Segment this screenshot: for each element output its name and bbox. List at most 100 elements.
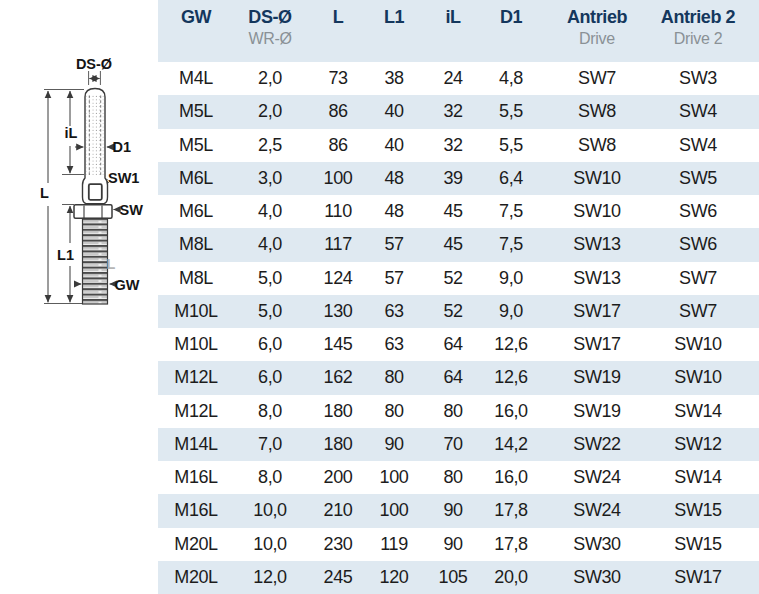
col-header-l: L — [306, 0, 370, 62]
col-header-sub: Drive — [534, 29, 660, 49]
table-row: M12L6,0162806412,6SW19SW10 — [158, 361, 759, 394]
table-cell-filler — [736, 428, 759, 461]
table-cell: 73 — [306, 62, 370, 95]
spec-table-body: M4L2,07338244,8SW7SW3M5L2,08640325,5SW8S… — [158, 62, 759, 594]
table-cell: 80 — [418, 461, 488, 494]
col-header-filler — [736, 0, 759, 62]
table-cell: 63 — [370, 295, 418, 328]
table-cell: 10,0 — [234, 528, 306, 561]
table-cell: SW19 — [534, 395, 660, 428]
table-cell: 52 — [418, 295, 488, 328]
table-cell-filler — [736, 262, 759, 295]
table-row: M20L12,024512010520,0SW30SW17 — [158, 561, 759, 594]
table-cell-filler — [736, 528, 759, 561]
table-row: M5L2,08640325,5SW8SW4 — [158, 95, 759, 128]
col-header-antrieb: Antrieb Drive — [534, 0, 660, 62]
spec-table-area: GW DS-Ø WR-Ø L L1 iL — [158, 0, 759, 594]
table-row: M8L4,011757457,5SW13SW6 — [158, 228, 759, 261]
table-row: M16L8,02001008016,0SW24SW14 — [158, 461, 759, 494]
table-cell: SW10 — [660, 361, 736, 394]
table-cell: 17,8 — [488, 528, 534, 561]
col-header-main: L — [306, 7, 370, 29]
table-cell: 6,0 — [234, 361, 306, 394]
table-cell: 64 — [418, 361, 488, 394]
table-cell: SW6 — [660, 228, 736, 261]
col-header-main: L1 — [370, 7, 418, 29]
table-cell: 105 — [418, 561, 488, 594]
table-cell: 8,0 — [234, 461, 306, 494]
table-cell: 17,8 — [488, 494, 534, 527]
table-cell: 124 — [306, 262, 370, 295]
diagram-label-sw: SW — [120, 202, 144, 218]
table-cell: SW6 — [660, 195, 736, 228]
table-row: M10L6,0145636412,6SW17SW10 — [158, 328, 759, 361]
table-cell: 119 — [370, 528, 418, 561]
table-cell: 100 — [370, 461, 418, 494]
table-cell: 7,5 — [488, 228, 534, 261]
table-cell: SW7 — [660, 295, 736, 328]
table-cell: 6,0 — [234, 328, 306, 361]
table-cell: 80 — [370, 361, 418, 394]
diagram-label-gw: GW — [115, 277, 140, 293]
table-cell: M6L — [158, 162, 234, 195]
table-cell: 90 — [370, 428, 418, 461]
table-cell: 48 — [370, 162, 418, 195]
table-cell: SW12 — [660, 428, 736, 461]
table-cell: SW7 — [534, 62, 660, 95]
table-cell: 90 — [418, 528, 488, 561]
header-row: GW DS-Ø WR-Ø L L1 iL — [158, 0, 759, 62]
table-cell: 2,5 — [234, 129, 306, 162]
diagram-label-l1: L1 — [57, 247, 74, 263]
table-row: M14L7,0180907014,2SW22SW12 — [158, 428, 759, 461]
table-row: M4L2,07338244,8SW7SW3 — [158, 62, 759, 95]
table-cell-filler — [736, 328, 759, 361]
table-cell: SW13 — [534, 262, 660, 295]
col-header-sub: Drive 2 — [660, 29, 736, 49]
table-cell: 100 — [370, 494, 418, 527]
col-header-main: GW — [158, 7, 234, 29]
table-cell: M6L — [158, 195, 234, 228]
table-cell: 16,0 — [488, 461, 534, 494]
table-cell: 20,0 — [488, 561, 534, 594]
table-cell-filler — [736, 228, 759, 261]
col-header-il: iL — [418, 0, 488, 62]
table-cell: SW13 — [534, 228, 660, 261]
table-cell-filler — [736, 461, 759, 494]
table-cell: SW10 — [534, 195, 660, 228]
diagram-label-l-total: L — [40, 185, 49, 201]
table-cell-filler — [736, 295, 759, 328]
table-cell: SW24 — [534, 494, 660, 527]
table-cell: SW17 — [660, 561, 736, 594]
table-cell: SW15 — [660, 528, 736, 561]
table-cell: 180 — [306, 395, 370, 428]
table-cell: 45 — [418, 195, 488, 228]
table-cell: M8L — [158, 262, 234, 295]
table-row: M8L5,012457529,0SW13SW7 — [158, 262, 759, 295]
table-cell: 57 — [370, 262, 418, 295]
table-cell: SW10 — [660, 328, 736, 361]
table-cell: 5,5 — [488, 129, 534, 162]
col-header-gw: GW — [158, 0, 234, 62]
table-cell: 2,0 — [234, 95, 306, 128]
table-cell: 10,0 — [234, 494, 306, 527]
table-cell: 130 — [306, 295, 370, 328]
table-cell: 9,0 — [488, 295, 534, 328]
table-cell: 32 — [418, 129, 488, 162]
table-cell: 40 — [370, 129, 418, 162]
table-cell: SW8 — [534, 95, 660, 128]
col-header-sub: WR-Ø — [234, 29, 306, 49]
table-cell: 4,8 — [488, 62, 534, 95]
table-cell: 6,4 — [488, 162, 534, 195]
col-header-antrieb-2: Antrieb 2 Drive 2 — [660, 0, 736, 62]
table-cell: 63 — [370, 328, 418, 361]
spec-table: GW DS-Ø WR-Ø L L1 iL — [158, 0, 759, 594]
table-cell: SW22 — [534, 428, 660, 461]
col-header-main: D1 — [488, 7, 534, 29]
table-cell: 117 — [306, 228, 370, 261]
table-cell: M5L — [158, 95, 234, 128]
table-cell: 39 — [418, 162, 488, 195]
table-cell: SW24 — [534, 461, 660, 494]
table-cell: M10L — [158, 328, 234, 361]
table-cell: 80 — [370, 395, 418, 428]
table-cell: SW17 — [534, 295, 660, 328]
